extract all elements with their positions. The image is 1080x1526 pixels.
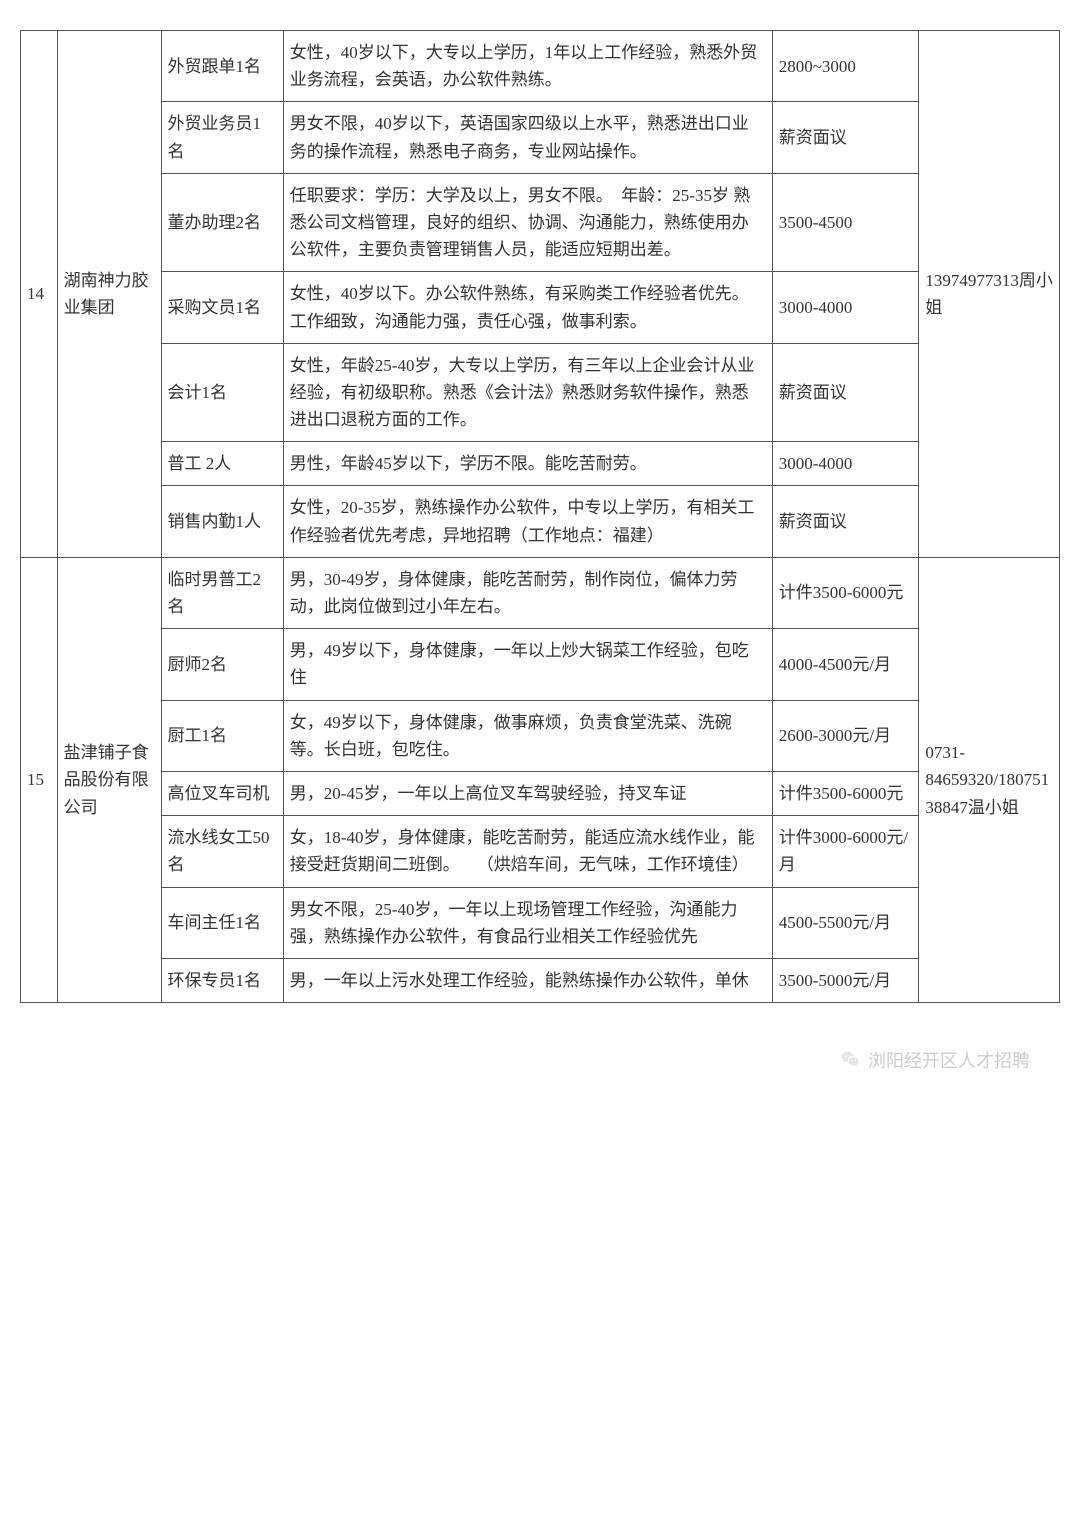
- table-row: 董办助理2名 任职要求：学历：大学及以上，男女不限。 年龄：25-35岁 熟悉公…: [21, 173, 1060, 272]
- cell-salary: 计件3500-6000元: [772, 557, 919, 628]
- cell-salary: 2600-3000元/月: [772, 700, 919, 771]
- cell-desc: 女性，20-35岁，熟练操作办公软件，中专以上学历，有相关工作经验者优先考虑，异…: [283, 486, 772, 557]
- cell-salary: 薪资面议: [772, 486, 919, 557]
- table-row: 会计1名 女性，年龄25-40岁，大专以上学历，有三年以上企业会计从业经验，有初…: [21, 343, 1060, 442]
- cell-position: 高位叉车司机: [161, 771, 283, 815]
- cell-desc: 女，49岁以下，身体健康，做事麻烦，负责食堂洗菜、洗碗等。长白班，包吃住。: [283, 700, 772, 771]
- cell-position: 普工 2人: [161, 442, 283, 486]
- cell-desc: 女性，年龄25-40岁，大专以上学历，有三年以上企业会计从业经验，有初级职称。熟…: [283, 343, 772, 442]
- cell-company: 湖南神力胶业集团: [57, 31, 161, 558]
- cell-salary: 计件3500-6000元: [772, 771, 919, 815]
- cell-desc: 男女不限，40岁以下，英语国家四级以上水平，熟悉进出口业务的操作流程，熟悉电子商…: [283, 102, 772, 173]
- cell-position: 厨师2名: [161, 629, 283, 700]
- table-row: 厨师2名 男，49岁以下，身体健康，一年以上炒大锅菜工作经验，包吃住 4000-…: [21, 629, 1060, 700]
- cell-num: 14: [21, 31, 58, 558]
- table-row: 厨工1名 女，49岁以下，身体健康，做事麻烦，负责食堂洗菜、洗碗等。长白班，包吃…: [21, 700, 1060, 771]
- cell-desc: 女性，40岁以下。办公软件熟练，有采购类工作经验者优先。工作细致，沟通能力强，责…: [283, 272, 772, 343]
- table-row: 15 盐津铺子食品股份有限公司 临时男普工2名 男，30-49岁，身体健康，能吃…: [21, 557, 1060, 628]
- cell-salary: 3000-4000: [772, 272, 919, 343]
- watermark: 浏阳经开区人才招聘: [840, 1047, 1030, 1073]
- cell-position: 外贸业务员1名: [161, 102, 283, 173]
- cell-position: 采购文员1名: [161, 272, 283, 343]
- cell-num: 15: [21, 557, 58, 1002]
- table-row: 采购文员1名 女性，40岁以下。办公软件熟练，有采购类工作经验者优先。工作细致，…: [21, 272, 1060, 343]
- cell-desc: 任职要求：学历：大学及以上，男女不限。 年龄：25-35岁 熟悉公司文档管理，良…: [283, 173, 772, 272]
- cell-desc: 女性，40岁以下，大专以上学历，1年以上工作经验，熟悉外贸业务流程，会英语，办公…: [283, 31, 772, 102]
- cell-salary: 4500-5500元/月: [772, 887, 919, 958]
- cell-salary: 4000-4500元/月: [772, 629, 919, 700]
- table-row: 销售内勤1人 女性，20-35岁，熟练操作办公软件，中专以上学历，有相关工作经验…: [21, 486, 1060, 557]
- cell-salary: 2800~3000: [772, 31, 919, 102]
- cell-desc: 男，49岁以下，身体健康，一年以上炒大锅菜工作经验，包吃住: [283, 629, 772, 700]
- table-row: 外贸业务员1名 男女不限，40岁以下，英语国家四级以上水平，熟悉进出口业务的操作…: [21, 102, 1060, 173]
- cell-company: 盐津铺子食品股份有限公司: [57, 557, 161, 1002]
- cell-desc: 男女不限，25-40岁，一年以上现场管理工作经验，沟通能力强，熟练操作办公软件，…: [283, 887, 772, 958]
- cell-position: 车间主任1名: [161, 887, 283, 958]
- table-row: 高位叉车司机 男，20-45岁，一年以上高位叉车驾驶经验，持叉车证 计件3500…: [21, 771, 1060, 815]
- footer: 浏阳经开区人才招聘: [20, 1033, 1060, 1073]
- table-row: 车间主任1名 男女不限，25-40岁，一年以上现场管理工作经验，沟通能力强，熟练…: [21, 887, 1060, 958]
- cell-position: 环保专员1名: [161, 958, 283, 1002]
- watermark-text: 浏阳经开区人才招聘: [868, 1047, 1030, 1073]
- cell-contact: 13974977313周小姐: [919, 31, 1060, 558]
- cell-salary: 计件3000-6000元/月: [772, 816, 919, 887]
- table-row: 14 湖南神力胶业集团 外贸跟单1名 女性，40岁以下，大专以上学历，1年以上工…: [21, 31, 1060, 102]
- cell-position: 流水线女工50名: [161, 816, 283, 887]
- cell-desc: 男，20-45岁，一年以上高位叉车驾驶经验，持叉车证: [283, 771, 772, 815]
- cell-position: 外贸跟单1名: [161, 31, 283, 102]
- cell-salary: 3500-4500: [772, 173, 919, 272]
- table-row: 环保专员1名 男，一年以上污水处理工作经验，能熟练操作办公软件，单休 3500-…: [21, 958, 1060, 1002]
- cell-position: 董办助理2名: [161, 173, 283, 272]
- cell-desc: 男性，年龄45岁以下，学历不限。能吃苦耐劳。: [283, 442, 772, 486]
- table-row: 普工 2人 男性，年龄45岁以下，学历不限。能吃苦耐劳。 3000-4000: [21, 442, 1060, 486]
- cell-position: 会计1名: [161, 343, 283, 442]
- cell-desc: 男，一年以上污水处理工作经验，能熟练操作办公软件，单休: [283, 958, 772, 1002]
- cell-salary: 薪资面议: [772, 343, 919, 442]
- cell-desc: 女，18-40岁，身体健康，能吃苦耐劳，能适应流水线作业，能接受赶货期间二班倒。…: [283, 816, 772, 887]
- wechat-icon: [840, 1049, 862, 1071]
- cell-position: 厨工1名: [161, 700, 283, 771]
- cell-position: 临时男普工2名: [161, 557, 283, 628]
- cell-salary: 3000-4000: [772, 442, 919, 486]
- cell-salary: 3500-5000元/月: [772, 958, 919, 1002]
- cell-salary: 薪资面议: [772, 102, 919, 173]
- cell-desc: 男，30-49岁，身体健康，能吃苦耐劳，制作岗位，偏体力劳动，此岗位做到过小年左…: [283, 557, 772, 628]
- cell-contact: 0731-84659320/18075138847温小姐: [919, 557, 1060, 1002]
- job-table: 14 湖南神力胶业集团 外贸跟单1名 女性，40岁以下，大专以上学历，1年以上工…: [20, 30, 1060, 1003]
- table-row: 流水线女工50名 女，18-40岁，身体健康，能吃苦耐劳，能适应流水线作业，能接…: [21, 816, 1060, 887]
- cell-position: 销售内勤1人: [161, 486, 283, 557]
